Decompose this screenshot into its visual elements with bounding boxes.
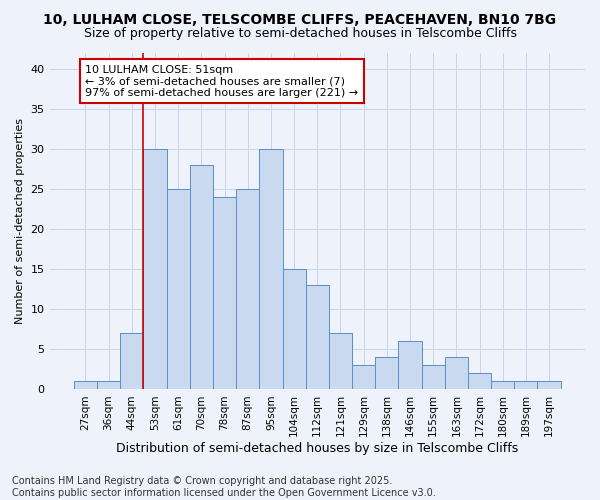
Bar (190, 165, 213, 390)
Bar (468, 374, 491, 390)
Bar (143, 149, 167, 390)
Bar (352, 366, 375, 390)
Bar (329, 334, 352, 390)
Bar (305, 285, 329, 390)
Bar (398, 342, 422, 390)
Bar (167, 189, 190, 390)
Bar (259, 149, 283, 390)
Bar (375, 358, 398, 390)
Bar (538, 382, 560, 390)
Bar (514, 382, 538, 390)
Text: 10, LULHAM CLOSE, TELSCOMBE CLIFFS, PEACEHAVEN, BN10 7BG: 10, LULHAM CLOSE, TELSCOMBE CLIFFS, PEAC… (43, 12, 557, 26)
X-axis label: Distribution of semi-detached houses by size in Telscombe Cliffs: Distribution of semi-detached houses by … (116, 442, 518, 455)
Bar (445, 358, 468, 390)
Bar (97, 382, 120, 390)
Bar (120, 334, 143, 390)
Text: Size of property relative to semi-detached houses in Telscombe Cliffs: Size of property relative to semi-detach… (83, 28, 517, 40)
Bar (283, 269, 305, 390)
Bar (213, 197, 236, 390)
Text: 10 LULHAM CLOSE: 51sqm
← 3% of semi-detached houses are smaller (7)
97% of semi-: 10 LULHAM CLOSE: 51sqm ← 3% of semi-deta… (85, 64, 359, 98)
Bar (422, 366, 445, 390)
Y-axis label: Number of semi-detached properties: Number of semi-detached properties (15, 118, 25, 324)
Text: Contains HM Land Registry data © Crown copyright and database right 2025.
Contai: Contains HM Land Registry data © Crown c… (12, 476, 436, 498)
Bar (236, 189, 259, 390)
Bar (491, 382, 514, 390)
Bar (74, 382, 97, 390)
